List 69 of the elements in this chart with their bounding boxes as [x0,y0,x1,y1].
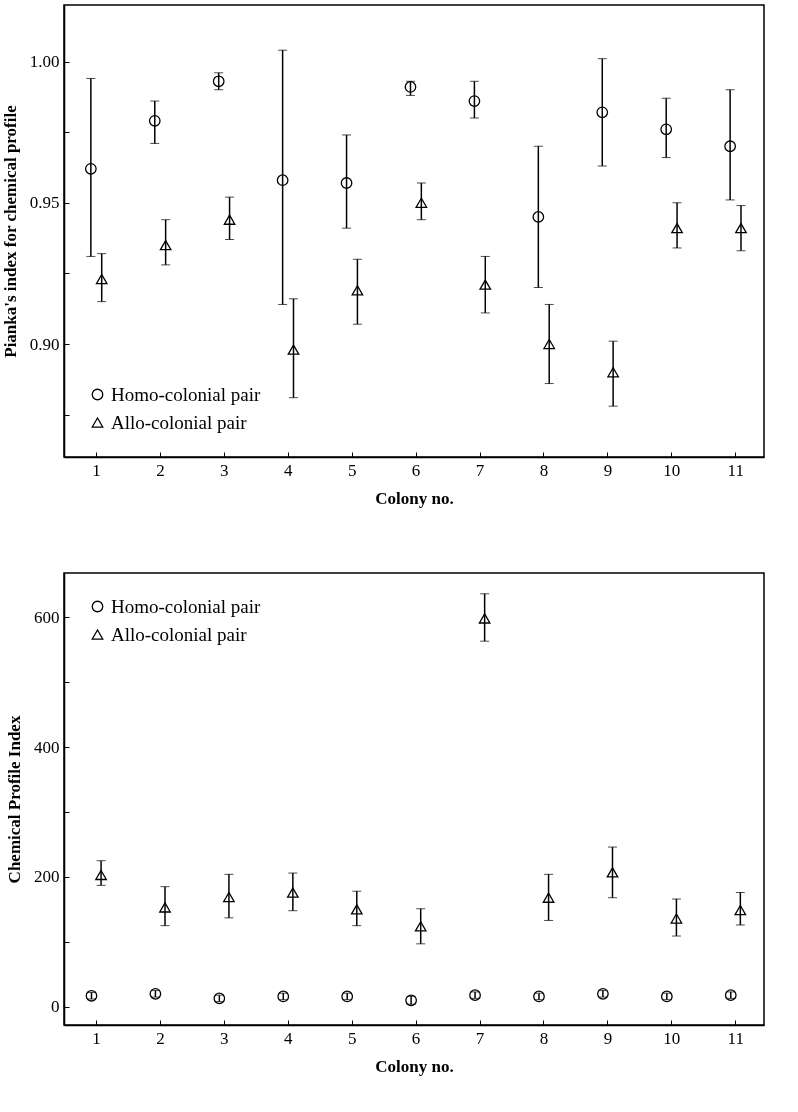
point [95,273,108,285]
x-tick-label: 6 [411,460,421,480]
y-axis-title: Pianka's index for chemical profile [0,104,20,358]
point [414,921,427,932]
point [735,222,747,234]
y-tick-label: 200 [34,867,60,887]
y-tick-label: 0.95 [29,193,60,213]
point [286,887,299,898]
x-tick-label: 1 [92,1028,101,1048]
point [148,114,161,127]
point [468,95,481,107]
x-tick-label: 10 [663,460,681,480]
x-tick-label: 8 [539,460,549,480]
point [84,162,97,175]
legend-label: Allo-colonial pair [111,411,248,433]
legend-label: Homo-colonial pair [111,383,261,405]
x-tick-label: 7 [475,1028,485,1048]
point [660,123,673,136]
point [670,913,683,924]
point [223,891,235,903]
y-axis-title: Chemical Profile Index [5,715,24,884]
x-tick-label: 8 [539,1028,549,1048]
x-tick-label: 7 [475,460,485,480]
x-tick-label: 3 [220,460,229,480]
point [724,140,737,153]
y-tick-label: 1.00 [29,52,60,71]
x-tick-label: 2 [156,460,165,480]
point [404,81,417,93]
x-tick-label: 6 [411,1028,421,1048]
point [479,279,492,290]
point [276,174,289,187]
point [340,177,353,189]
legend-label: Allo-colonial pair [111,623,248,645]
point [415,197,428,208]
point [223,214,236,225]
y-tick-label: 0 [51,997,60,1017]
point [95,869,107,881]
x-tick-label: 10 [663,1028,681,1048]
point [543,338,556,350]
x-tick-label: 4 [283,1028,293,1048]
legend-label: Homo-colonial pair [111,595,261,617]
point [159,239,172,251]
y-tick-label: 0.90 [29,334,60,354]
point [607,367,620,378]
point [159,902,171,913]
point [606,867,619,878]
point [478,613,491,624]
point [350,904,363,915]
point [287,344,300,355]
x-tick-label: 11 [727,1028,744,1048]
x-tick-label: 11 [727,460,744,480]
x-tick-label: 5 [347,1028,357,1048]
point [532,210,545,223]
x-axis-title: Colony no. [375,1056,454,1076]
x-tick-label: 9 [603,460,613,480]
point [596,106,609,119]
x-tick-label: 1 [92,460,101,480]
point [734,904,747,916]
x-tick-label: 4 [283,460,293,480]
y-tick-label: 600 [34,607,60,627]
x-tick-label: 9 [603,1028,613,1048]
point [542,892,555,903]
point [351,285,364,296]
x-axis-title: Colony no. [375,488,454,508]
y-tick-label: 400 [34,737,60,757]
point [671,222,683,234]
x-tick-label: 3 [220,1028,229,1048]
x-tick-label: 5 [347,460,357,480]
x-tick-label: 2 [156,1028,165,1048]
